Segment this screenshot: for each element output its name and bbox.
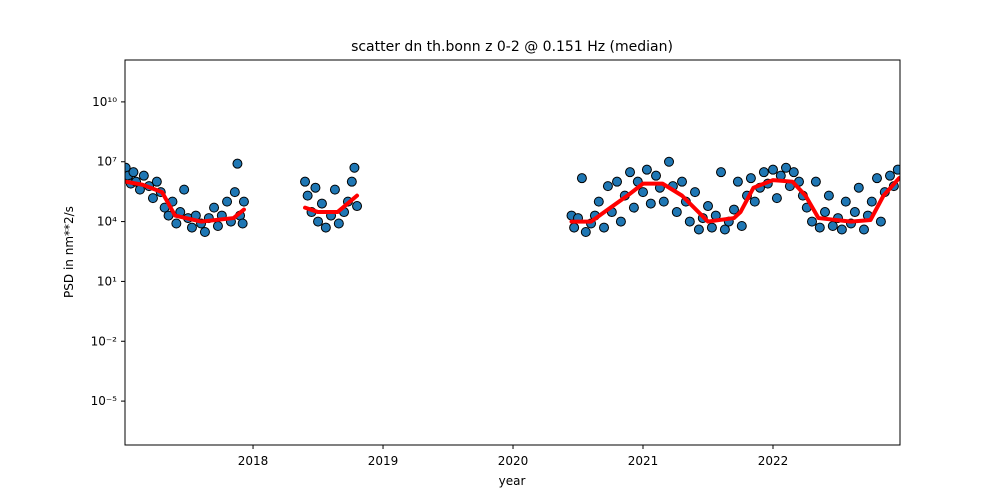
point — [703, 201, 714, 212]
point — [310, 182, 321, 193]
point — [745, 173, 756, 184]
point — [706, 222, 717, 233]
point — [719, 224, 730, 235]
point — [229, 187, 240, 198]
point — [641, 164, 652, 175]
point — [580, 227, 591, 238]
point — [128, 167, 139, 178]
x-tick-label: 2022 — [758, 454, 789, 468]
point — [736, 221, 747, 232]
point — [806, 216, 817, 227]
x-tick-label: 2020 — [498, 454, 529, 468]
y-axis-label: PSD in nm**2/s — [62, 206, 76, 298]
point — [749, 196, 760, 207]
point — [658, 196, 669, 207]
point — [858, 224, 869, 235]
x-tick-label: 2018 — [238, 454, 269, 468]
point — [732, 176, 743, 187]
point — [313, 216, 324, 227]
point — [836, 224, 847, 235]
point — [222, 196, 233, 207]
point — [651, 170, 662, 181]
point — [810, 176, 821, 187]
y-tick-label: 10⁻² — [91, 334, 118, 348]
point — [300, 176, 311, 187]
point — [814, 222, 825, 233]
point — [690, 187, 701, 198]
point — [599, 222, 610, 233]
point — [625, 167, 636, 178]
point — [569, 222, 580, 233]
point — [638, 187, 649, 198]
y-tick-label: 10⁷ — [97, 155, 117, 169]
point — [827, 221, 838, 232]
point — [232, 158, 243, 169]
point — [349, 162, 360, 173]
point — [693, 224, 704, 235]
point — [212, 221, 223, 232]
axes-frame — [124, 59, 901, 446]
point — [729, 204, 740, 215]
point — [612, 176, 623, 187]
x-axis-label: year — [499, 474, 526, 488]
median-line — [303, 193, 360, 215]
y-tick-label: 10¹ — [97, 274, 117, 288]
point — [171, 218, 182, 229]
x-tick-label: 2021 — [628, 454, 659, 468]
point — [767, 164, 778, 175]
x-tick-label: 2019 — [368, 454, 399, 468]
point — [758, 167, 769, 178]
point — [677, 176, 688, 187]
chart-title: scatter dn th.bonn z 0-2 @ 0.151 Hz (med… — [351, 39, 673, 55]
point — [884, 170, 895, 181]
point — [209, 202, 220, 213]
point — [645, 198, 656, 209]
point — [780, 162, 791, 173]
point — [628, 202, 639, 213]
y-tick-label: 10⁴ — [97, 215, 117, 229]
point — [871, 173, 882, 184]
median-line — [125, 179, 246, 224]
point — [199, 227, 210, 238]
point — [316, 198, 327, 209]
y-tick-label: 10¹⁰ — [92, 95, 117, 109]
point — [333, 218, 344, 229]
point — [329, 184, 340, 195]
point — [671, 207, 682, 218]
point — [840, 196, 851, 207]
point — [576, 173, 587, 184]
point — [320, 222, 331, 233]
point — [892, 164, 900, 175]
median-line — [569, 176, 900, 224]
point — [788, 167, 799, 178]
point — [147, 193, 158, 204]
point — [138, 170, 149, 181]
point — [823, 190, 834, 201]
point — [771, 193, 782, 204]
y-tick-label: 10⁻⁵ — [91, 394, 118, 408]
point — [186, 222, 197, 233]
point — [875, 216, 886, 227]
plot-area — [125, 156, 900, 238]
point — [151, 176, 162, 187]
point — [302, 190, 313, 201]
point — [716, 167, 727, 178]
point — [346, 176, 357, 187]
point — [664, 156, 675, 167]
point — [593, 196, 604, 207]
point — [866, 196, 877, 207]
point — [853, 182, 864, 193]
point — [237, 218, 248, 229]
point — [684, 216, 695, 227]
point — [849, 207, 860, 218]
point — [615, 216, 626, 227]
point — [238, 196, 249, 207]
point — [819, 207, 830, 218]
point — [352, 201, 363, 212]
point — [179, 184, 190, 195]
point — [602, 181, 613, 192]
